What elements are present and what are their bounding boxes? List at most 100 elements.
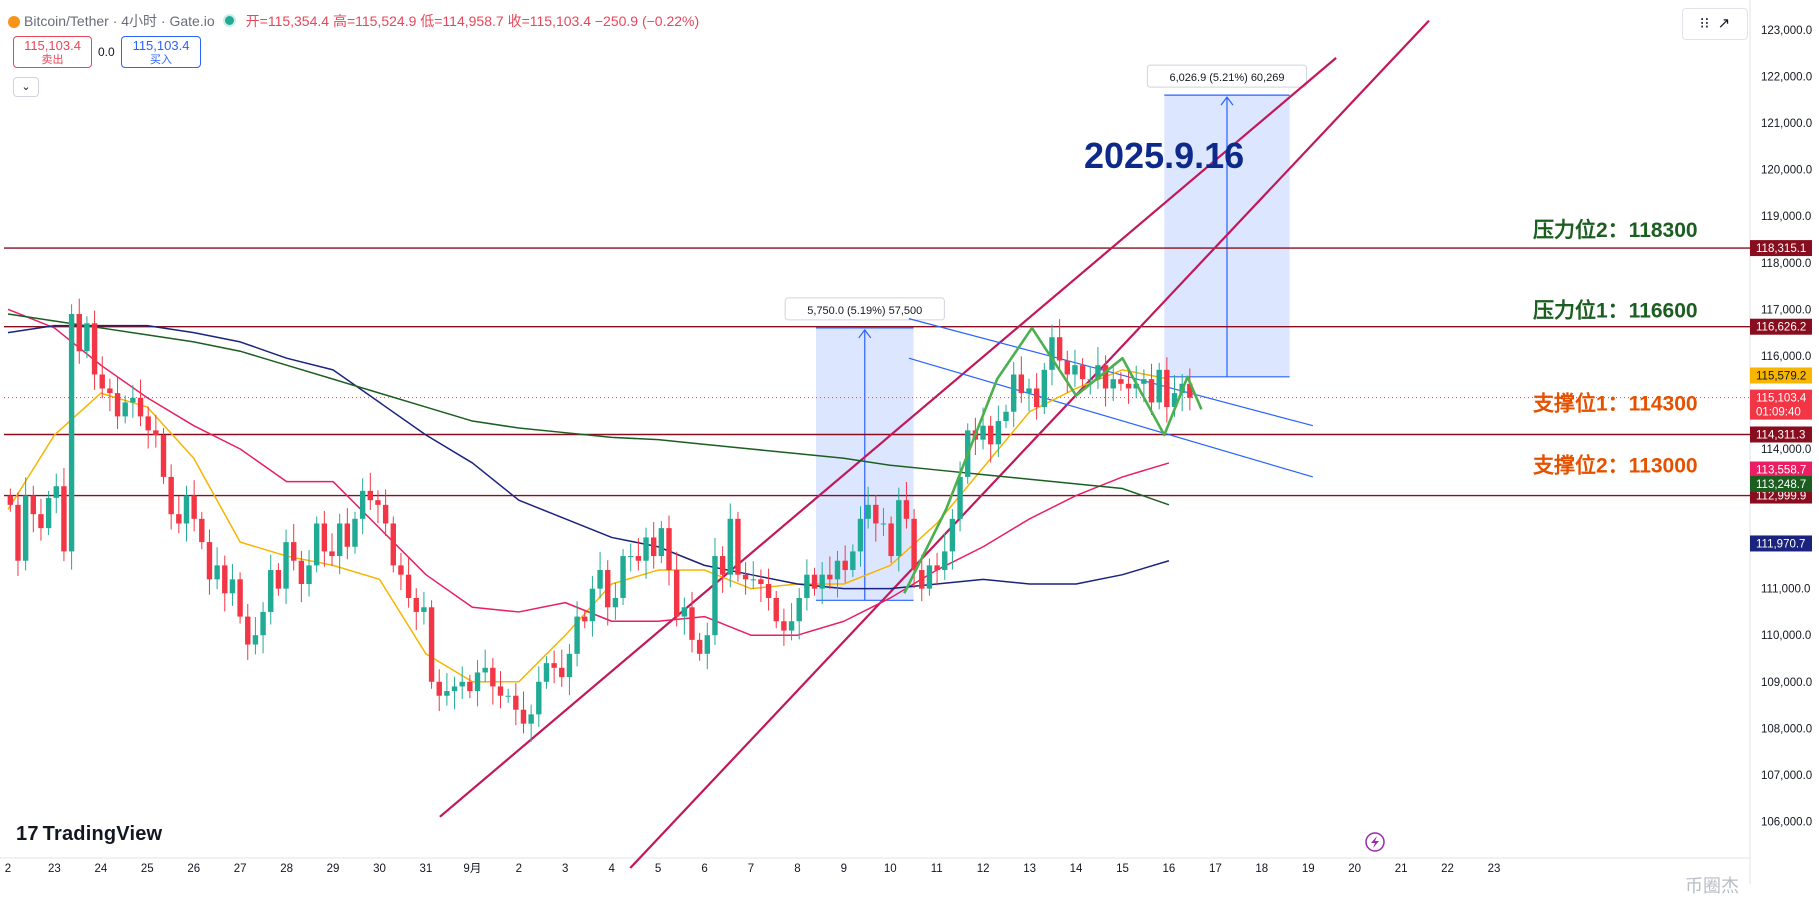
candle-body	[459, 681, 465, 687]
candle	[474, 659, 481, 707]
candle-body	[329, 551, 335, 557]
candle	[689, 591, 695, 653]
watermark-text: 币圈杰	[1685, 876, 1739, 896]
candle-body	[1095, 365, 1101, 380]
candle	[1026, 378, 1032, 412]
candle	[99, 356, 105, 399]
candle-body	[490, 667, 496, 687]
candle	[926, 558, 933, 596]
collapse-legend-button[interactable]: ⌄	[13, 77, 39, 97]
candle-body	[130, 397, 136, 403]
candle-body	[1056, 337, 1063, 361]
candle	[773, 590, 779, 629]
candle	[1056, 319, 1063, 371]
candle	[168, 464, 174, 530]
candle	[451, 676, 458, 710]
lightning-icon	[1365, 832, 1385, 852]
time-tick-label: 7	[748, 863, 754, 875]
candle-body	[76, 313, 82, 352]
candle	[628, 543, 634, 572]
sell-button[interactable]: 115,103.4 卖出	[13, 36, 92, 68]
candle-body	[474, 672, 481, 692]
candle-body	[942, 551, 948, 571]
candle	[857, 506, 864, 567]
time-tick-label: 11	[931, 863, 943, 875]
candle-body	[574, 616, 580, 654]
price-tick-label: 116,000.0	[1761, 351, 1811, 363]
spread-value: 0.0	[98, 45, 115, 59]
candle	[551, 650, 557, 684]
candle	[1125, 371, 1132, 404]
candle	[650, 522, 657, 569]
candle-body	[888, 523, 894, 557]
candle-body	[451, 686, 458, 692]
candle-body	[122, 402, 128, 417]
candle	[7, 488, 14, 512]
candle-body	[260, 611, 266, 636]
level-price-tag: 114,311.3	[1750, 426, 1812, 443]
symbol-header[interactable]: Bitcoin/Tether · 4小时 · Gate.io 开=115,354.…	[8, 11, 699, 31]
candle	[1156, 362, 1162, 410]
candle-body	[1018, 374, 1025, 394]
price-tag-bg	[1750, 475, 1812, 492]
candle	[1095, 347, 1101, 389]
candle	[306, 550, 312, 597]
candle	[1110, 363, 1116, 402]
price-tag-bg	[1750, 367, 1812, 384]
candle-body	[551, 663, 557, 668]
level-tag-bg	[1750, 426, 1812, 443]
candle	[643, 527, 649, 579]
candle	[176, 496, 182, 534]
price-tag-4: 113,248.7	[1750, 475, 1812, 492]
candle-body	[444, 691, 450, 696]
candle	[191, 480, 197, 532]
candle-body	[321, 523, 328, 552]
candle-body	[1033, 388, 1040, 408]
time-tick-label: 21	[1395, 863, 1408, 875]
level-annotation-1: 压力位2：118300	[1533, 218, 1698, 242]
tradingview-wordmark: TradingView	[42, 823, 163, 845]
candle-body	[765, 584, 772, 598]
candle-body	[298, 560, 305, 584]
price-tick-label: 117,000.0	[1761, 304, 1811, 316]
time-tick-label: 3	[562, 863, 568, 875]
candle-body	[283, 542, 289, 589]
candle	[30, 485, 36, 533]
symbol-title: Bitcoin/Tether · 4小时 · Gate.io	[24, 13, 215, 29]
candle-body	[390, 523, 396, 566]
candle	[199, 511, 205, 550]
candle-body	[873, 504, 879, 524]
candle-body	[206, 542, 213, 580]
time-tick-label: 17	[1209, 863, 1222, 875]
candle	[160, 428, 167, 484]
tradingview-logo[interactable]: 17 TradingView	[16, 823, 162, 846]
candle	[597, 551, 603, 599]
candle-body	[229, 579, 236, 594]
candle	[130, 385, 136, 418]
candle-body	[850, 551, 856, 571]
candle-body	[995, 421, 1002, 445]
candle	[528, 704, 534, 742]
candle-body	[436, 681, 442, 696]
candle-body	[30, 495, 36, 515]
candle	[880, 508, 887, 537]
buy-button[interactable]: 115,103.4 买入	[121, 36, 201, 68]
candle	[827, 556, 833, 590]
candle	[1003, 404, 1009, 429]
time-tick-label: 28	[280, 863, 293, 875]
drawing-tools-panel[interactable]: ⁝⁝ ↗	[1682, 8, 1748, 40]
candle-body	[673, 570, 680, 617]
candle-body	[559, 667, 565, 678]
candle	[367, 472, 374, 510]
candle	[237, 572, 243, 624]
candle-body	[1187, 383, 1193, 398]
candle-body	[291, 542, 297, 561]
candle	[727, 503, 733, 588]
candle-body	[497, 686, 504, 696]
candle-body	[650, 537, 657, 557]
candle-body	[589, 588, 596, 622]
candle-body	[38, 514, 44, 529]
candle	[15, 492, 21, 577]
